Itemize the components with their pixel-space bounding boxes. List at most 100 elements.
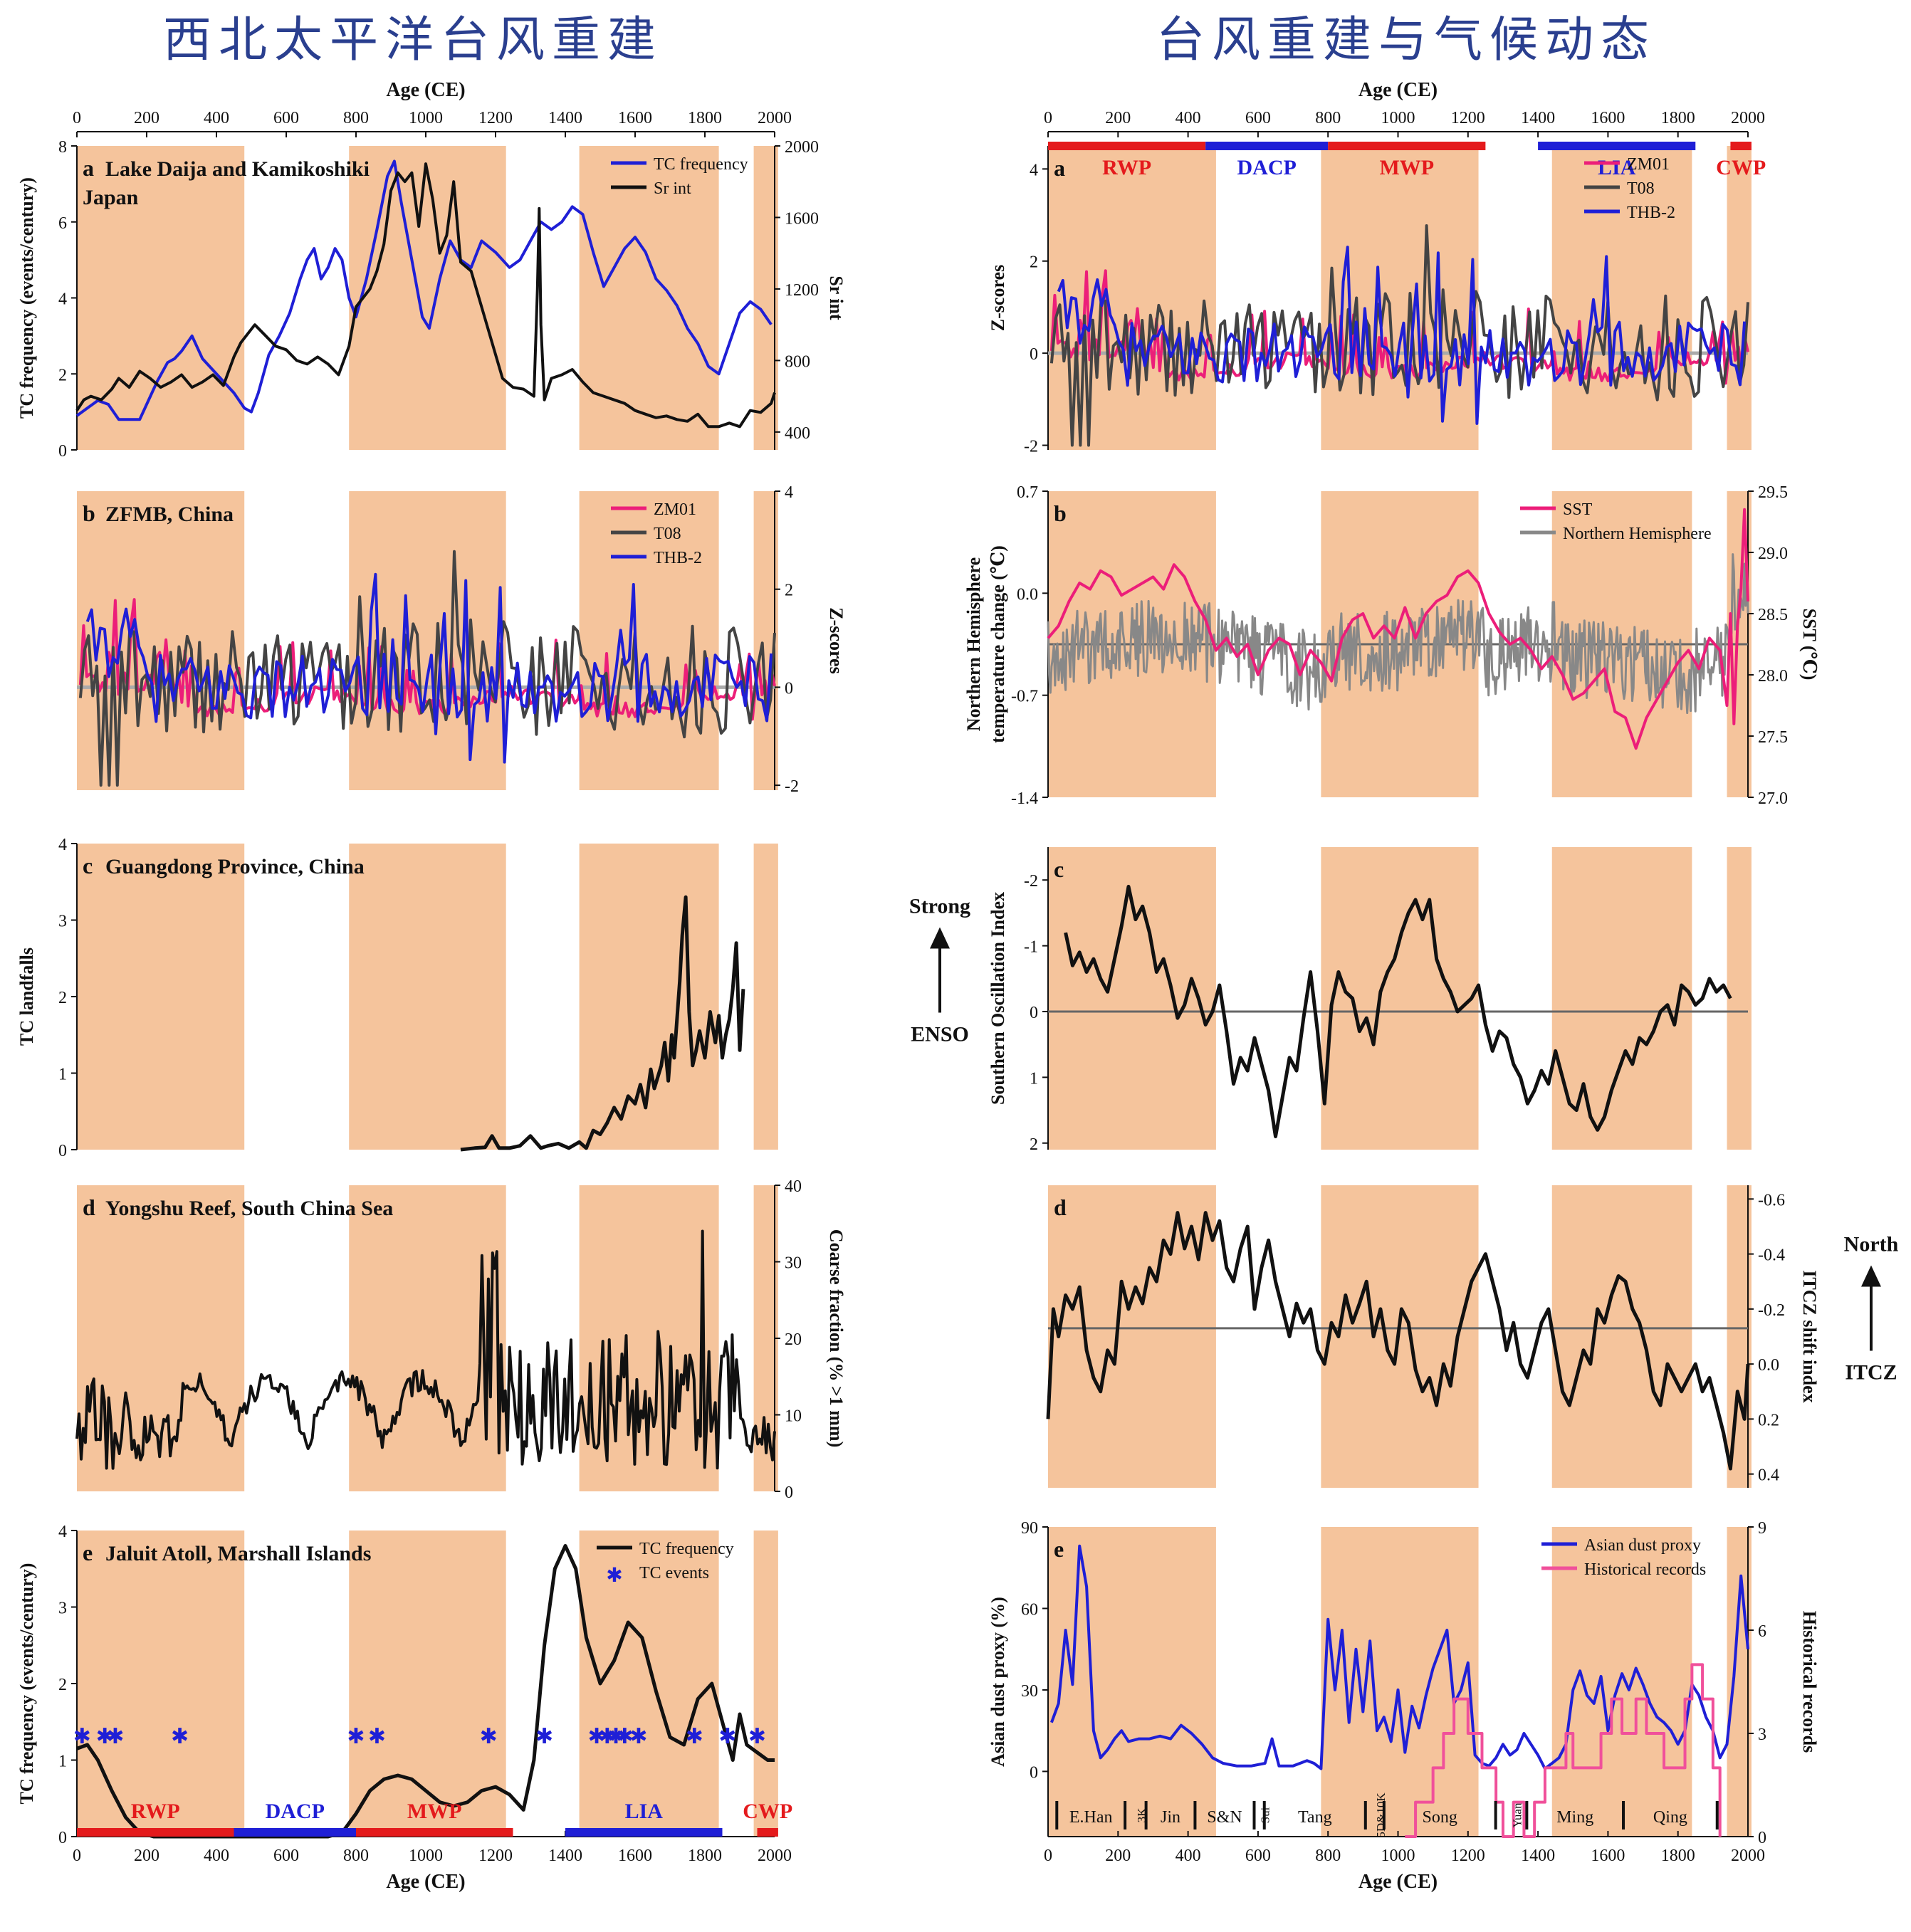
y2-tick-label: 40	[785, 1177, 802, 1196]
y2-tick-label: 28.5	[1758, 606, 1788, 624]
y-tick-label: 1	[58, 1066, 67, 1084]
x-tick-label: 1600	[618, 1847, 652, 1865]
dynasty-label: Yuan	[1511, 1802, 1524, 1827]
x-tick-label: 400	[1176, 1847, 1201, 1865]
x-tick-label: 1400	[548, 1847, 582, 1865]
dynasty-label: 3K	[1135, 1807, 1148, 1823]
y2-tick-label: 29.0	[1758, 545, 1788, 563]
tc-event-marker: ✱	[347, 1725, 365, 1748]
y-tick-label: 1	[58, 1753, 67, 1771]
y-tick-label: 4	[58, 290, 67, 309]
dynasty-label: Jin	[1161, 1808, 1180, 1827]
panel-label: c	[1054, 856, 1064, 882]
y-tick-label: 60	[1021, 1600, 1038, 1619]
panel-title: Jaluit Atoll, Marshall Islands	[105, 1542, 371, 1565]
y-tick-label: 4	[58, 836, 67, 854]
x-tick-label: 800	[343, 1847, 369, 1865]
x-tick-label: 1000	[409, 109, 443, 127]
x-tick-label: 1600	[1591, 1847, 1625, 1865]
y-tick-label: 0	[58, 442, 67, 461]
y-tick-label: 2	[58, 1676, 67, 1694]
right-column-title: 台风重建与气候动态	[1156, 12, 1656, 68]
y-tick-label: -0.7	[1011, 688, 1038, 706]
y-tick-label: 90	[1021, 1519, 1038, 1538]
series-line-sst	[1047, 508, 1749, 750]
x-tick-label: 1000	[1381, 1847, 1415, 1865]
x-axis-label: Age (CE)	[1358, 1871, 1438, 1893]
x-tick-label: 0	[73, 1847, 81, 1865]
x-tick-label: 1400	[548, 109, 582, 127]
x-tick-label: 0	[1044, 109, 1052, 127]
dynasty-label: 5D&10K	[1374, 1792, 1388, 1838]
legend-label: TC frequency	[654, 155, 748, 174]
y2-tick-label: 800	[785, 352, 810, 371]
side-note-bottom: ITCZ	[1845, 1361, 1897, 1385]
x-tick-label: 400	[1176, 109, 1201, 127]
panel-title: ZFMB, China	[105, 503, 234, 526]
panel-label: e	[83, 1540, 93, 1565]
side-note-bottom: ENSO	[911, 1023, 969, 1046]
tc-event-marker: ✱	[535, 1725, 553, 1748]
y-tick-label: 2	[1030, 1135, 1038, 1154]
x-tick-label: 600	[273, 1847, 299, 1865]
x-tick-label: 1600	[1591, 109, 1625, 127]
y-tick-label: 0	[1030, 345, 1038, 364]
period-label-mwp: MWP	[407, 1800, 462, 1823]
legend-label: T08	[654, 525, 681, 543]
y-axis-label: Northern Hemisphere	[963, 557, 984, 731]
tc-event-marker: ✱	[106, 1725, 124, 1748]
tc-event-marker: ✱	[718, 1725, 736, 1748]
period-label-rwp: RWP	[1102, 156, 1151, 179]
y-tick-label: 4	[58, 1523, 67, 1541]
side-note-top: Strong	[909, 895, 970, 918]
side-arrow-head	[930, 927, 950, 949]
series-line-asian-dust-proxy	[1050, 1544, 1749, 1770]
x-tick-label: 2000	[1731, 109, 1765, 127]
y-tick-label: 2	[58, 989, 67, 1007]
x-axis-label: Age (CE)	[386, 1871, 465, 1893]
warm-band-3	[1727, 847, 1752, 1150]
series-line-tc-frequency	[75, 159, 773, 421]
panel-label: a	[1054, 155, 1065, 181]
warm-band-2	[579, 1531, 719, 1837]
dynasty-label: E.Han	[1069, 1808, 1113, 1827]
x-tick-label: 1000	[1381, 109, 1415, 127]
chart-right-c: -2 -1 0 1 2 Southern Oscillation Index c Strong…	[909, 847, 1752, 1154]
x-tick-label: 400	[204, 1847, 229, 1865]
y2-tick-label: 29.5	[1758, 483, 1788, 502]
legend-label: TC events	[639, 1564, 709, 1582]
x-tick-label: 1200	[1451, 109, 1485, 127]
y-axis-label: TC landfalls	[16, 947, 37, 1046]
y-axis-label: Asian dust proxy (%)	[988, 1597, 1008, 1767]
y2-tick-label: 10	[785, 1407, 802, 1426]
x-tick-label: 800	[1315, 1847, 1341, 1865]
y-tick-label: 0	[58, 1829, 67, 1847]
tc-event-marker: ✱	[748, 1725, 766, 1748]
warm-band-0	[77, 146, 245, 450]
x-tick-label: 200	[134, 109, 159, 127]
warm-band-2	[1551, 847, 1692, 1150]
y2-axis-label: ITCZ shift index	[1799, 1270, 1820, 1402]
tc-event-marker: ✱	[368, 1725, 386, 1748]
y-tick-label: 0.7	[1017, 483, 1038, 502]
x-tick-label: 2000	[1731, 1847, 1765, 1865]
y-tick-label: -2	[1024, 438, 1038, 456]
period-bar-mwp	[356, 1828, 513, 1837]
series-line-main	[75, 1229, 776, 1470]
x-tick-label: 400	[204, 109, 229, 127]
legend-label: Asian dust proxy	[1584, 1536, 1701, 1555]
y2-tick-label: 1600	[785, 209, 819, 228]
y-tick-label: 2	[1030, 253, 1038, 272]
x-tick-label: 0	[1044, 1847, 1052, 1865]
y2-tick-label: 0.2	[1758, 1411, 1779, 1429]
warm-band-0	[1048, 1527, 1216, 1837]
series-line-main	[1064, 884, 1732, 1138]
dynasty-label: Qing	[1653, 1808, 1687, 1827]
panel-label: a	[83, 155, 94, 181]
legend-label: THB-2	[1627, 204, 1675, 222]
x-tick-label: 800	[343, 109, 369, 127]
y2-axis-label: Coarse fraction (% >1 mm)	[826, 1229, 847, 1448]
y-axis-label: Southern Oscillation Index	[988, 892, 1008, 1105]
